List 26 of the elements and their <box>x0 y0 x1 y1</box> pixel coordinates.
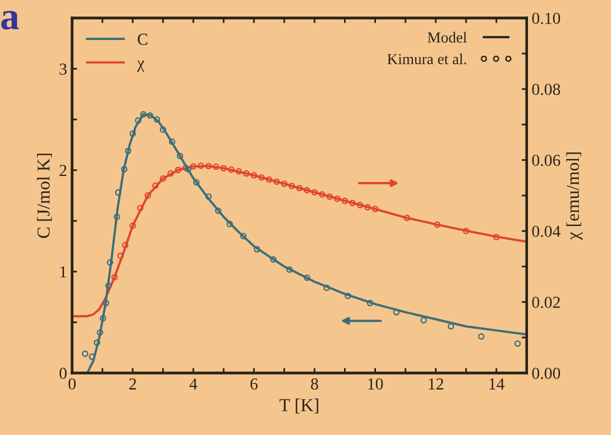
x-tick-label: 8 <box>311 378 318 390</box>
legend-label: χ <box>137 60 144 72</box>
x-tick-label: 6 <box>250 378 258 390</box>
y-tick-label: 2 <box>60 164 66 176</box>
y-tick-label: 1 <box>60 266 66 278</box>
x-tick-label: 14 <box>490 378 504 390</box>
x-tick-label: 4 <box>189 378 198 390</box>
x-axis-title: T [K] <box>280 398 318 414</box>
y-tick-label: 3 <box>60 64 67 75</box>
x-tick-label: 10 <box>368 378 383 390</box>
x-tick-label: 2 <box>129 378 136 390</box>
x-tick-label: 0 <box>68 378 76 390</box>
y2-tick-label: 0.06 <box>532 154 560 166</box>
annotation: Kimura et al. <box>387 53 466 64</box>
x-tick-label: 12 <box>428 378 444 390</box>
annotation: Model <box>428 32 467 43</box>
y-axis-title: C [J/mol K] <box>36 154 52 238</box>
y-tick-label: 0 <box>60 368 67 379</box>
y2-tick-label: 0.02 <box>532 296 560 308</box>
y2-tick-label: 0.08 <box>532 84 560 96</box>
y2-tick-label: 0.04 <box>532 226 560 238</box>
y2-tick-label: 0.10 <box>532 12 560 24</box>
y2-axis-title: χ [emu/mol] <box>566 152 583 240</box>
text: a <box>1 10 19 30</box>
legend-label: C <box>138 34 148 45</box>
y2-tick-label: 0.00 <box>532 368 560 380</box>
